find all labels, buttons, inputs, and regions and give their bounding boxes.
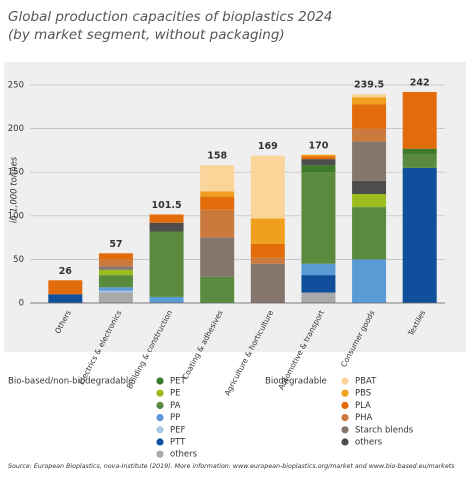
bar-segment bbox=[352, 194, 387, 208]
bar-segment bbox=[301, 159, 336, 166]
bar-segment bbox=[98, 259, 133, 267]
legend-label: PA bbox=[170, 401, 181, 411]
y-axis-label: in 1,000 tonnes bbox=[10, 156, 20, 223]
bar-segment bbox=[402, 91, 437, 149]
legend-marker bbox=[156, 438, 164, 446]
total-label: 170 bbox=[309, 140, 329, 151]
bar-segment bbox=[301, 172, 336, 264]
legend-marker bbox=[156, 377, 164, 385]
legend-marker bbox=[341, 438, 349, 446]
bar-segment bbox=[200, 196, 235, 210]
bar-segment bbox=[352, 180, 387, 194]
bar-segment bbox=[402, 154, 437, 168]
bar-segment bbox=[250, 243, 285, 258]
bar-segment bbox=[301, 275, 336, 293]
legend-marker bbox=[341, 426, 349, 434]
bar-segment bbox=[98, 275, 133, 288]
legend-label: PET bbox=[170, 377, 186, 387]
legend-group-title: Bio-based/non-biodegradable bbox=[8, 377, 133, 387]
bar-segment bbox=[352, 128, 387, 142]
total-label: 26 bbox=[59, 266, 73, 277]
y-tick-label: 0 bbox=[19, 299, 24, 309]
legend-label: PTT bbox=[170, 438, 186, 448]
bar-segment bbox=[352, 94, 387, 98]
legend-label: others bbox=[170, 450, 198, 460]
legend-label: PBS bbox=[355, 389, 371, 399]
y-tick-label: 250 bbox=[8, 81, 24, 91]
bar-segment bbox=[98, 253, 133, 260]
bar-segment bbox=[98, 287, 133, 291]
bar-segment bbox=[301, 292, 336, 303]
legend-marker bbox=[156, 401, 164, 409]
bar-segment bbox=[402, 167, 437, 303]
legend-label: PEF bbox=[170, 425, 185, 435]
bar-segment bbox=[301, 154, 336, 157]
bar-segment bbox=[352, 207, 387, 260]
legend-label: PP bbox=[170, 413, 180, 423]
bar-segment bbox=[200, 209, 235, 238]
total-label: 101.5 bbox=[152, 200, 182, 211]
bar-segment bbox=[250, 155, 285, 219]
bar-segment bbox=[98, 292, 133, 303]
chart-subtitle: (by market segment, without packaging) bbox=[8, 27, 285, 43]
legend-marker bbox=[341, 401, 349, 409]
total-label: 57 bbox=[109, 239, 122, 250]
bar-segment bbox=[149, 214, 184, 223]
bar-segment bbox=[200, 191, 235, 197]
bar-segment bbox=[352, 259, 387, 303]
total-label: 242 bbox=[410, 77, 430, 88]
legend-marker bbox=[156, 414, 164, 422]
legend-label: PBAT bbox=[355, 377, 377, 387]
bar-segment bbox=[48, 280, 83, 295]
bar-segment bbox=[352, 104, 387, 129]
source-note: Source: European Bioplastics, nova-Insti… bbox=[8, 462, 455, 470]
bar-segment bbox=[352, 97, 387, 105]
y-tick-label: 50 bbox=[13, 255, 24, 265]
bar-segment bbox=[48, 294, 83, 303]
bar-segment bbox=[250, 218, 285, 244]
total-label: 169 bbox=[258, 141, 278, 152]
legend-group-title: Biodegradable bbox=[265, 377, 327, 387]
total-label: 239.5 bbox=[354, 80, 384, 91]
legend-marker bbox=[156, 450, 164, 458]
bar-segment bbox=[200, 276, 235, 303]
legend-label: PE bbox=[170, 389, 181, 399]
legend-marker bbox=[156, 426, 164, 434]
legend-marker bbox=[341, 389, 349, 397]
legend-label: others bbox=[355, 438, 383, 448]
legend-marker bbox=[156, 389, 164, 397]
bar-segment bbox=[250, 263, 285, 303]
bar-segment bbox=[98, 266, 133, 270]
chart-title: Global production capacities of bioplast… bbox=[8, 9, 332, 25]
bar-segment bbox=[301, 263, 336, 276]
bar-segment bbox=[200, 237, 235, 277]
bar-segment bbox=[149, 231, 184, 297]
bar-segment bbox=[200, 165, 235, 192]
bar-segment bbox=[352, 141, 387, 181]
plot-panel bbox=[4, 62, 466, 352]
bar-segment bbox=[301, 165, 336, 173]
total-label: 158 bbox=[207, 151, 227, 162]
bar-segment bbox=[250, 257, 285, 264]
legend-label: PHA bbox=[355, 413, 373, 423]
bar-segment bbox=[149, 296, 184, 303]
y-tick-label: 150 bbox=[8, 168, 24, 178]
bar-segment bbox=[98, 290, 133, 293]
bar-segment bbox=[301, 156, 336, 160]
legend-marker bbox=[341, 414, 349, 422]
bar-segment bbox=[149, 222, 184, 232]
legend-label: Starch blends bbox=[355, 425, 414, 435]
legend-marker bbox=[341, 377, 349, 385]
legend-label: PLA bbox=[355, 401, 371, 411]
y-tick-label: 100 bbox=[8, 211, 24, 221]
y-tick-label: 200 bbox=[8, 124, 24, 134]
bar-segment bbox=[402, 148, 437, 155]
bar-segment bbox=[98, 269, 133, 276]
